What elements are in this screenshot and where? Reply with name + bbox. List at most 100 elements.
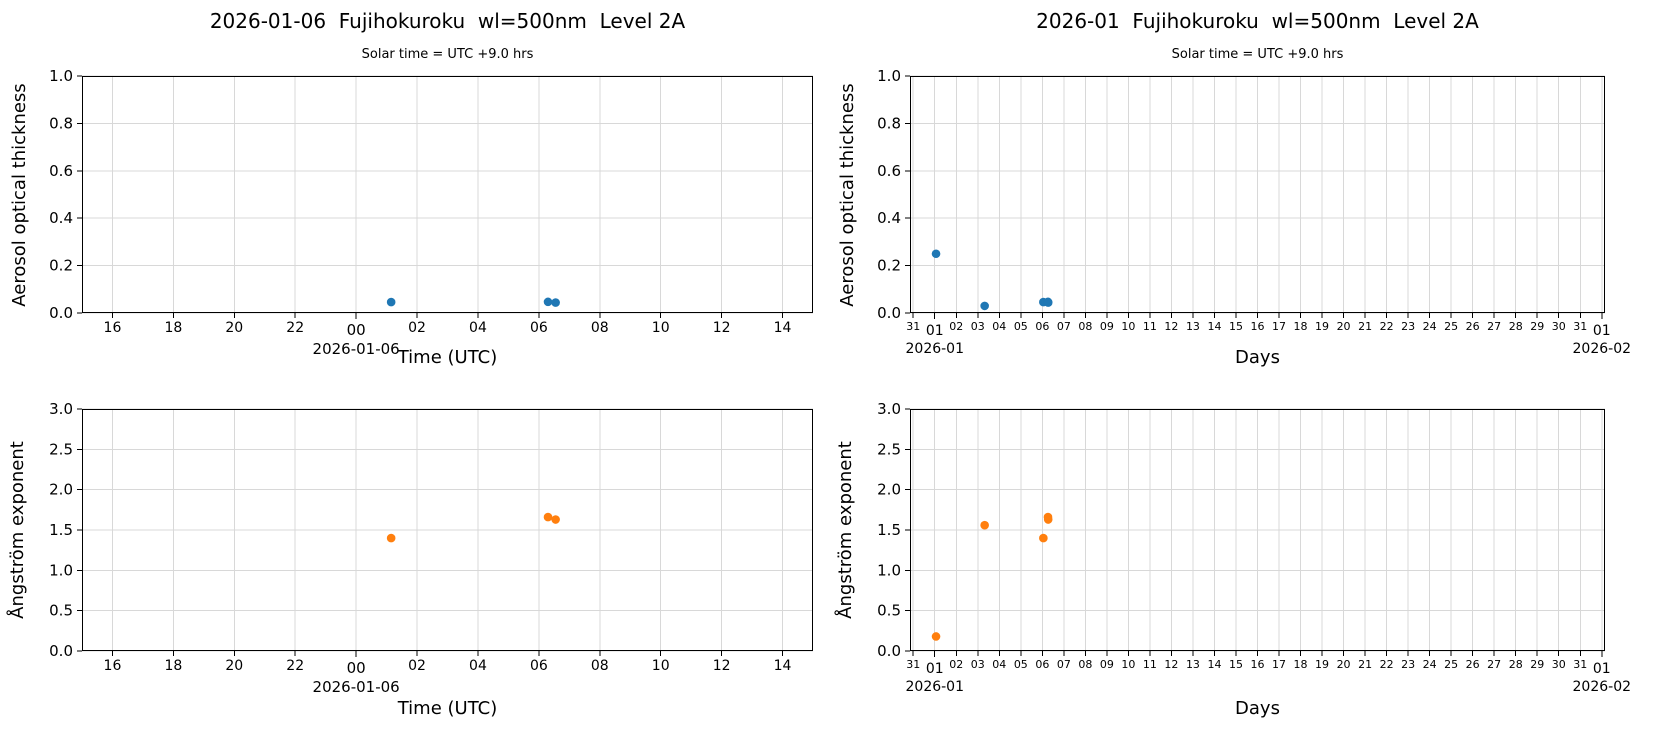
aot-day-title: 2026-01-06 Fujihokuroku wl=500nm Level 2… [209, 9, 686, 33]
x-tick-label: 31 [906, 320, 920, 333]
x-tick-label: 30 [1552, 658, 1566, 671]
aot-day-plot-area: 16 18 20 22 00 2026-01-06 02 04 06 08 10 12 14 0.0 0.2… [49, 67, 814, 358]
x-tick-label: 03 [971, 658, 985, 671]
x-tick-label: 31 [1573, 320, 1587, 333]
x-tick-label: 26 [1466, 658, 1480, 671]
x-tick-label: 21 [1358, 658, 1372, 671]
aot-day-y-axis-label: Aerosol optical thickness [9, 83, 30, 307]
x-tick-label: 19 [1315, 320, 1329, 333]
x-tick-label: 16 [104, 320, 122, 336]
x-tick-date-label: 2026-02 [1573, 679, 1632, 695]
x-tick-label: 12 [1164, 320, 1178, 333]
y-tick-label: 1.5 [49, 521, 73, 539]
y-tick-label: 1.0 [877, 561, 901, 579]
x-tick-date-label: 2026-01 [905, 341, 964, 357]
x-tick-label: 10 [652, 320, 670, 336]
x-tick-label: 01 [1593, 323, 1611, 339]
x-tick-label: 20 [1337, 658, 1351, 671]
data-point [543, 297, 553, 307]
y-tick-label: 0.8 [49, 114, 73, 132]
y-tick-label: 0.5 [877, 602, 901, 620]
x-tick-label: 31 [1573, 658, 1587, 671]
data-point [386, 297, 396, 307]
y-tick-label: 0.5 [49, 602, 73, 620]
y-tick-label: 1.0 [49, 561, 73, 579]
x-tick-label: 06 [1035, 320, 1049, 333]
y-tick-label: 0.0 [877, 642, 901, 660]
axes-frame [909, 408, 1606, 652]
x-tick-label: 10 [1121, 320, 1135, 333]
x-tick-label: 12 [713, 658, 731, 674]
x-tick-label: 10 [652, 658, 670, 674]
y-tick-label: 2.0 [877, 481, 901, 499]
axes-frame [81, 408, 814, 652]
aot-day-x-axis-label: Time (UTC) [397, 347, 498, 368]
x-tick-label: 22 [1380, 658, 1394, 671]
x-tick-label: 14 [1207, 320, 1221, 333]
data-point [1043, 298, 1053, 307]
x-tick-label: 19 [1315, 658, 1329, 671]
x-tick-label: 26 [1466, 320, 1480, 333]
x-tick-label: 18 [1294, 658, 1308, 671]
x-tick-label: 00 [347, 659, 366, 677]
x-tick-label: 02 [408, 320, 426, 336]
y-tick-label: 1.0 [49, 67, 73, 85]
data-point [931, 249, 941, 259]
angstrom-day-plot-area: 16 18 20 22 00 2026-01-06 02 04 06 08 10 12 14 0.0 0.5… [49, 400, 814, 696]
x-tick-label: 22 [286, 320, 304, 336]
x-tick-label: 04 [469, 320, 487, 336]
y-tick-label: 0.8 [877, 114, 901, 132]
x-tick-label: 27 [1487, 658, 1501, 671]
x-tick-label: 07 [1057, 658, 1071, 671]
x-tick-label: 05 [1014, 320, 1028, 333]
y-tick-label: 0.2 [877, 257, 901, 275]
data-point [1039, 533, 1048, 543]
x-tick-label: 06 [530, 658, 548, 674]
y-tick-label: 2.5 [877, 440, 901, 458]
x-tick-label: 14 [774, 320, 792, 336]
y-tick-label: 3.0 [49, 400, 73, 418]
y-tick-label: 0.6 [49, 162, 73, 180]
x-tick-date-label: 2026-01 [905, 679, 964, 695]
y-tick-label: 2.5 [49, 440, 73, 458]
x-tick-label: 16 [104, 658, 122, 674]
aot-day-subtitle: Solar time = UTC +9.0 hrs [361, 47, 534, 62]
x-tick-label: 15 [1229, 658, 1243, 671]
y-tick-label: 0.0 [49, 642, 73, 660]
x-tick-label: 17 [1272, 320, 1286, 333]
x-tick-date-label: 2026-01-06 [313, 678, 400, 696]
angstrom-month-x-axis-label: Days [1235, 698, 1280, 719]
x-tick-label: 00 [347, 321, 366, 339]
angstrom-month-plot-area: 31 01 2026-01 02 03 04 05 06 07 08 09 10 11 12 13 14 15 1… [877, 400, 1631, 695]
data-point [386, 533, 396, 543]
x-tick-label: 14 [1207, 658, 1221, 671]
x-tick-label: 01 [926, 323, 944, 339]
axes-frame [909, 75, 1606, 314]
x-tick-date-label: 2026-01-06 [313, 340, 400, 358]
y-tick-label: 1.0 [877, 67, 901, 85]
x-tick-label: 21 [1358, 320, 1372, 333]
x-tick-label: 24 [1423, 658, 1437, 671]
aot-month-subtitle: Solar time = UTC +9.0 hrs [1171, 47, 1344, 62]
data-point [980, 301, 989, 311]
x-tick-label: 22 [1380, 320, 1394, 333]
y-tick-label: 0.2 [49, 257, 73, 275]
x-tick-label: 01 [1593, 661, 1611, 677]
x-tick-label: 12 [713, 320, 731, 336]
y-tick-label: 0.0 [877, 304, 901, 322]
x-tick-label: 12 [1164, 658, 1178, 671]
x-tick-label: 28 [1509, 320, 1523, 333]
data-point [931, 632, 941, 641]
x-tick-label: 18 [164, 320, 182, 336]
y-tick-label: 1.5 [877, 521, 901, 539]
x-tick-label: 27 [1487, 320, 1501, 333]
x-tick-label: 02 [949, 658, 963, 671]
x-tick-label: 18 [164, 658, 182, 674]
x-tick-label: 14 [774, 658, 792, 674]
x-tick-label: 11 [1143, 320, 1157, 333]
x-tick-label: 04 [469, 658, 487, 674]
x-tick-label: 20 [225, 658, 243, 674]
x-tick-label: 06 [530, 320, 548, 336]
x-tick-label: 08 [591, 658, 609, 674]
x-tick-label: 16 [1251, 658, 1265, 671]
